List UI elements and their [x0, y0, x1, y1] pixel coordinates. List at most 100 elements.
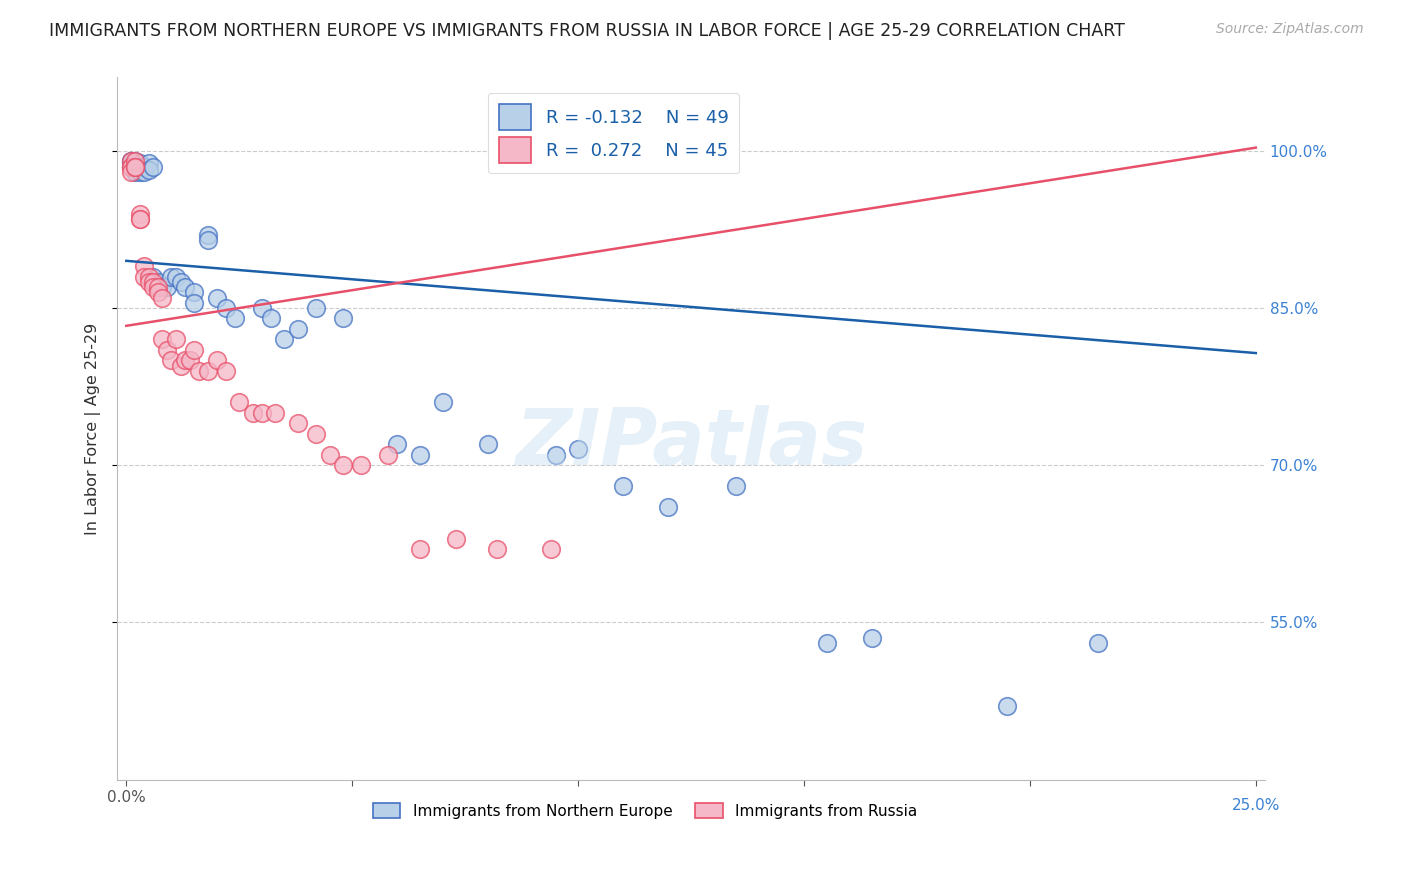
Point: [224, 311, 246, 326]
Point: [544, 448, 567, 462]
Point: [134, 269, 156, 284]
Point: [146, 280, 169, 294]
Point: [124, 160, 146, 174]
Point: [332, 458, 354, 473]
Point: [197, 364, 219, 378]
Point: [995, 699, 1018, 714]
Point: [142, 269, 165, 284]
Point: [146, 280, 169, 294]
Point: [228, 395, 250, 409]
Point: [142, 160, 165, 174]
Point: [377, 448, 399, 462]
Point: [409, 542, 432, 557]
Point: [197, 227, 219, 242]
Point: [124, 160, 146, 174]
Point: [264, 406, 287, 420]
Point: [128, 165, 150, 179]
Point: [134, 165, 156, 179]
Point: [124, 165, 146, 179]
Point: [350, 458, 373, 473]
Point: [612, 479, 634, 493]
Point: [138, 275, 160, 289]
Point: [305, 301, 328, 315]
Point: [120, 154, 142, 169]
Point: [128, 207, 150, 221]
Point: [725, 479, 748, 493]
Point: [860, 631, 883, 645]
Point: [215, 364, 238, 378]
Point: [120, 165, 142, 179]
Point: [128, 211, 150, 226]
Point: [128, 211, 150, 226]
Point: [197, 233, 219, 247]
Point: [128, 160, 150, 174]
Point: [138, 156, 160, 170]
Point: [183, 295, 205, 310]
Point: [174, 353, 197, 368]
Text: IMMIGRANTS FROM NORTHERN EUROPE VS IMMIGRANTS FROM RUSSIA IN LABOR FORCE | AGE 2: IMMIGRANTS FROM NORTHERN EUROPE VS IMMIG…: [49, 22, 1125, 40]
Point: [165, 269, 187, 284]
Point: [120, 154, 142, 169]
Point: [540, 542, 562, 557]
Point: [332, 311, 354, 326]
Point: [485, 542, 508, 557]
Point: [242, 406, 264, 420]
Point: [120, 160, 142, 174]
Point: [156, 280, 179, 294]
Text: ZIPatlas: ZIPatlas: [515, 405, 868, 481]
Point: [138, 162, 160, 177]
Point: [287, 322, 309, 336]
Point: [146, 285, 169, 300]
Point: [205, 353, 228, 368]
Point: [318, 448, 340, 462]
Point: [169, 359, 191, 373]
Point: [174, 280, 197, 294]
Point: [432, 395, 454, 409]
Point: [815, 636, 838, 650]
Point: [124, 160, 146, 174]
Point: [305, 426, 328, 441]
Point: [387, 437, 409, 451]
Point: [120, 154, 142, 169]
Point: [567, 442, 589, 457]
Point: [160, 353, 183, 368]
Point: [146, 275, 169, 289]
Point: [260, 311, 283, 326]
Text: 25.0%: 25.0%: [1232, 798, 1279, 814]
Point: [183, 285, 205, 300]
Point: [287, 417, 309, 431]
Point: [152, 291, 174, 305]
Point: [205, 291, 228, 305]
Point: [183, 343, 205, 357]
Point: [142, 280, 165, 294]
Point: [657, 500, 679, 515]
Point: [250, 406, 273, 420]
Point: [124, 154, 146, 169]
Point: [120, 160, 142, 174]
Y-axis label: In Labor Force | Age 25-29: In Labor Force | Age 25-29: [86, 322, 101, 534]
Text: Source: ZipAtlas.com: Source: ZipAtlas.com: [1216, 22, 1364, 37]
Point: [273, 333, 295, 347]
Point: [409, 448, 432, 462]
Point: [120, 160, 142, 174]
Point: [128, 156, 150, 170]
Point: [156, 343, 179, 357]
Point: [165, 333, 187, 347]
Legend: Immigrants from Northern Europe, Immigrants from Russia: Immigrants from Northern Europe, Immigra…: [367, 797, 924, 824]
Point: [444, 532, 467, 546]
Point: [187, 364, 209, 378]
Point: [152, 333, 174, 347]
Point: [160, 269, 183, 284]
Point: [215, 301, 238, 315]
Point: [250, 301, 273, 315]
Point: [477, 437, 499, 451]
Point: [169, 275, 191, 289]
Point: [134, 160, 156, 174]
Point: [124, 154, 146, 169]
Point: [138, 269, 160, 284]
Point: [1087, 636, 1109, 650]
Point: [134, 259, 156, 273]
Point: [179, 353, 201, 368]
Point: [152, 280, 174, 294]
Point: [142, 275, 165, 289]
